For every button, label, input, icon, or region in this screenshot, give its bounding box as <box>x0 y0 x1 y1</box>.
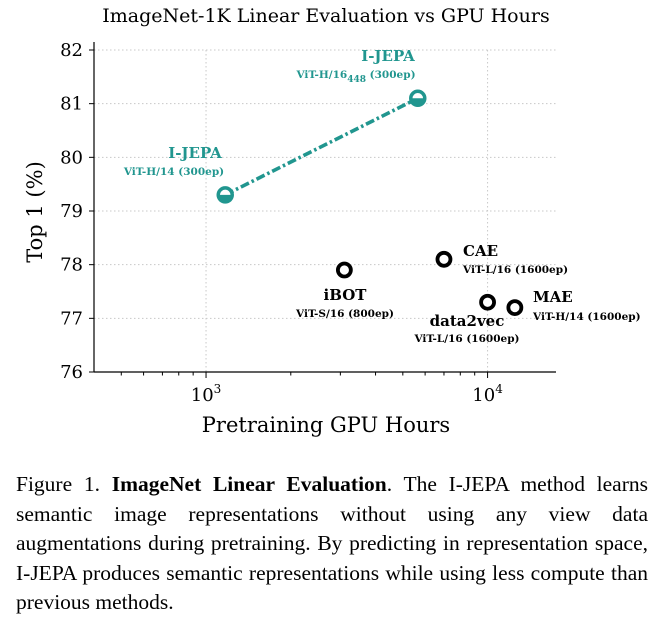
caption-prefix: Figure 1. <box>16 472 100 496</box>
data-point <box>479 293 496 311</box>
data-point <box>435 250 453 268</box>
chart: ImageNet-1K Linear Evaluation vs GPU Hou… <box>23 5 641 437</box>
x-axis-label: Pretraining GPU Hours <box>202 413 450 437</box>
point-label-method: iBOT <box>324 286 368 304</box>
point-label-arch: ViT-H/14 (300ep) <box>123 166 224 178</box>
ijepa-connector-line <box>224 96 419 197</box>
axes: 76 77 78 79 80 81 82 103 104 <box>60 40 556 406</box>
figure-caption: Figure 1. ImageNet Linear Evaluation. Th… <box>16 470 648 618</box>
point-label-arch: ViT-H/16448 (300ep) <box>295 69 415 85</box>
y-tick-label: 80 <box>60 147 83 168</box>
point-label-method: data2vec <box>430 312 505 330</box>
x-tick-label: 104 <box>472 382 503 406</box>
x-tick-label: 103 <box>191 382 222 406</box>
caption-bold: ImageNet Linear Evaluation <box>111 472 387 496</box>
point-label-arch: ViT-L/16 (1600ep) <box>462 264 568 276</box>
point-label-arch: ViT-S/16 (800ep) <box>295 308 394 320</box>
grid <box>94 49 556 372</box>
y-tick-label: 82 <box>60 40 83 61</box>
point-label-method: CAE <box>463 242 498 260</box>
point-label-method: I-JEPA <box>361 47 415 65</box>
point-label-arch: ViT-L/16 (1600ep) <box>413 333 519 345</box>
data-point <box>335 261 353 279</box>
y-tick-label: 79 <box>60 201 83 222</box>
y-tick-label: 78 <box>60 255 83 276</box>
data-point-ijepa-fill <box>218 194 233 202</box>
y-tick-label: 77 <box>60 308 83 329</box>
point-label-method: MAE <box>533 288 573 306</box>
marks: I-JEPA ViT-H/14 (300ep) I-JEPA ViT-H/16448 … <box>123 47 641 345</box>
y-tick-label: 81 <box>60 94 83 115</box>
point-label-method: I-JEPA <box>168 144 222 162</box>
chart-title: ImageNet-1K Linear Evaluation vs GPU Hou… <box>102 5 549 27</box>
y-axis-label: Top 1 (%) <box>23 161 47 263</box>
point-label-arch: ViT-H/14 (1600ep) <box>532 311 641 323</box>
data-point <box>506 299 524 317</box>
y-tick-label: 76 <box>60 362 83 383</box>
data-point-ijepa-fill <box>410 98 425 106</box>
caption-text: . The I-JEPA method learns semantic imag… <box>16 472 648 614</box>
